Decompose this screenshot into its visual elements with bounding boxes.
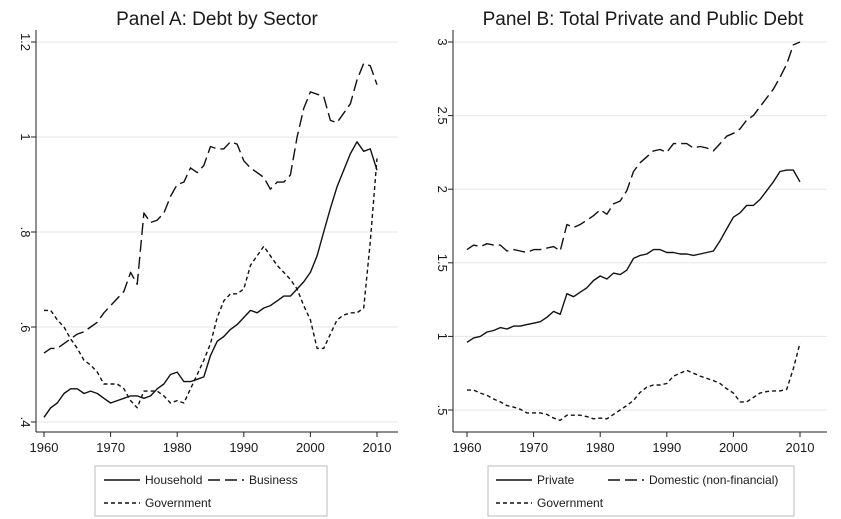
legend-label-government-b: Government (537, 496, 604, 510)
panel-b-legend: Private Domestic (non-financial) Governm… (487, 465, 795, 517)
x-tick-label: 1990 (652, 440, 681, 455)
panel-b-legend-box (487, 465, 795, 517)
panel-a-legend: Household Business Government (94, 465, 328, 517)
panel-a-x-ticks: 1960 1970 1980 1990 2000 2010 (30, 432, 392, 455)
y-tick-label: 1 (18, 133, 33, 140)
x-tick-label: 1980 (163, 440, 192, 455)
legend-label-government: Government (145, 496, 212, 510)
legend-label-private: Private (537, 473, 575, 487)
x-tick-label: 1960 (30, 440, 59, 455)
series-line-domestic-non-financial (466, 41, 801, 254)
x-tick-label: 2010 (363, 440, 392, 455)
y-tick-label: 1 (435, 333, 450, 340)
panel-b-y-ticks: .5 1 1.5 2 2.5 3 (435, 38, 453, 415)
x-tick-label: 1980 (586, 440, 615, 455)
y-tick-label: 1.2 (18, 33, 33, 51)
y-tick-label: .8 (18, 227, 33, 238)
panel-a-y-ticks: .4 .6 .8 1 1.2 (18, 33, 36, 427)
y-tick-label: 1.5 (435, 254, 450, 272)
y-tick-label: .6 (18, 322, 33, 333)
panel-b-series (466, 41, 801, 421)
x-tick-label: 1990 (229, 440, 258, 455)
x-tick-label: 2000 (719, 440, 748, 455)
x-tick-label: 1970 (519, 440, 548, 455)
x-tick-label: 1970 (96, 440, 125, 455)
panel-b-title: Panel B: Total Private and Public Debt (483, 9, 804, 30)
legend-label-domestic: Domestic (non-financial) (649, 473, 778, 487)
x-tick-label: 2000 (296, 440, 325, 455)
panel-b-gridlines (453, 41, 827, 411)
y-tick-label: .5 (435, 405, 450, 416)
series-line-household (43, 141, 378, 418)
legend-label-household: Household (145, 473, 202, 487)
y-tick-label: 2.5 (435, 107, 450, 125)
panel-a-gridlines (36, 41, 398, 423)
y-tick-label: .4 (18, 417, 33, 428)
x-tick-label: 2010 (786, 440, 815, 455)
panel-b-x-ticks: 1960 1970 1980 1990 2000 2010 (453, 432, 815, 455)
x-tick-label: 1960 (453, 440, 482, 455)
panel-b: Panel B: Total Private and Public Debt .… (435, 9, 827, 517)
series-line-private (466, 169, 801, 343)
y-tick-label: 3 (435, 38, 450, 45)
series-line-government (467, 342, 801, 421)
series-line-business (43, 62, 378, 354)
panel-a: Panel A: Debt by Sector .4.6.811.2 1960 1… (18, 9, 398, 517)
panel-a-series (43, 62, 378, 418)
y-tick-label: 2 (435, 186, 450, 193)
panel-a-legend-box (94, 465, 328, 517)
legend-label-business: Business (249, 473, 298, 487)
panel-a-title: Panel A: Debt by Sector (116, 9, 318, 30)
